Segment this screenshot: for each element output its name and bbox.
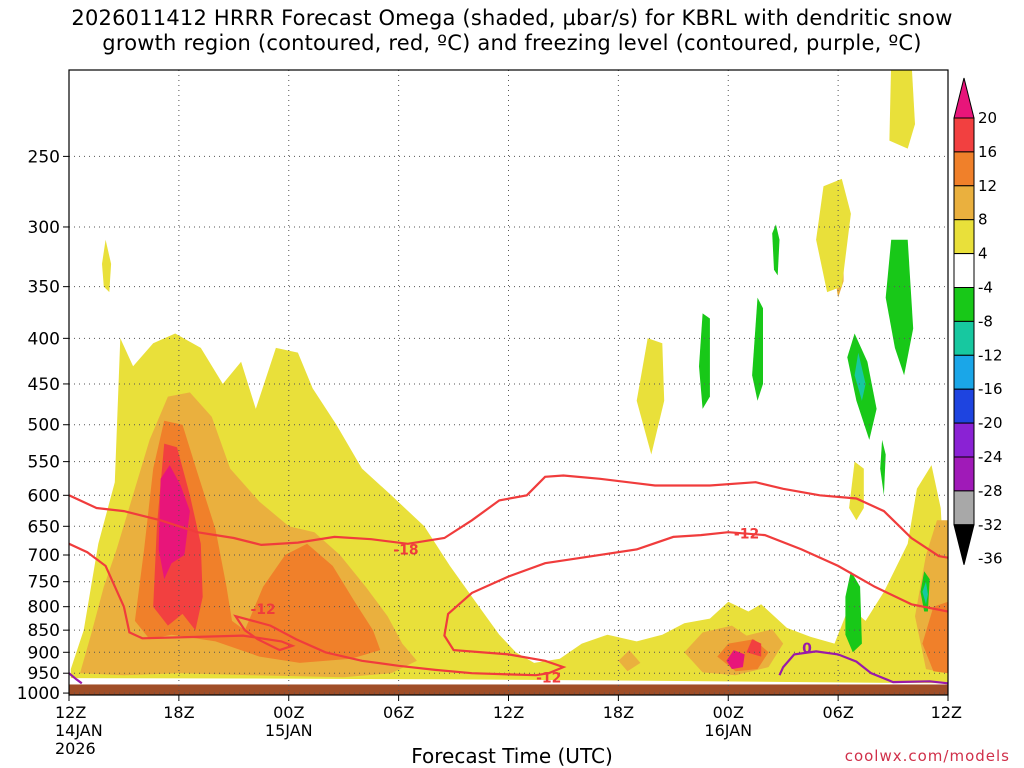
y-tick-label: 750 (28, 573, 60, 593)
omega-region-4-16 (889, 70, 915, 149)
colorbar-label: -28 (978, 482, 1003, 500)
colorbar-label: -8 (978, 312, 993, 330)
colorbar-swatch (953, 253, 975, 289)
colorbar-label: -20 (978, 414, 1003, 432)
colorbar-label: -12 (978, 346, 1003, 364)
y-tick-label: 450 (28, 375, 60, 395)
omega-region-4-13 (102, 239, 112, 293)
y-tick-label: 800 (28, 598, 60, 618)
colorbar-label: 4 (978, 245, 988, 263)
colorbar-swatch (953, 320, 975, 356)
y-tick-label: 550 (28, 453, 60, 473)
omega-region--4-21 (845, 571, 862, 653)
colorbar-swatch (953, 490, 975, 526)
omega-region-8-9 (618, 650, 641, 672)
colorbar-top-arrow (953, 77, 975, 119)
chart-title-line2: growth region (contoured, red, ºC) and f… (102, 31, 922, 55)
y-tick-label: 850 (28, 621, 60, 641)
omega-region-20-4 (158, 465, 190, 580)
dgz-contour-label: -12 (536, 670, 561, 686)
y-tick-label: 700 (28, 546, 60, 566)
x-tick-label: 12Z (55, 703, 86, 722)
colorbar-label: 16 (978, 143, 997, 161)
colorbar-label: -24 (978, 448, 1003, 466)
omega-region--4-18 (885, 239, 914, 376)
y-tick-label: 250 (28, 147, 60, 167)
dgz-contour-label: -12 (250, 602, 275, 618)
colorbar-swatch (953, 151, 975, 187)
omega-region--4-22 (699, 313, 710, 409)
colorbar-swatch (953, 117, 975, 153)
dgz-contour--18 (69, 474, 948, 559)
dgz-contour-label: -12 (734, 526, 759, 542)
colorbar-swatch (953, 456, 975, 492)
x-tick-date: 16JAN (704, 721, 752, 740)
x-tick-year: 2026 (55, 739, 96, 758)
y-tick-label: 600 (28, 486, 60, 506)
omega-region--4-24 (772, 224, 780, 276)
x-tick-date: 14JAN (55, 721, 103, 740)
x-tick-label: 06Z (822, 703, 853, 722)
colorbar-label: -16 (978, 380, 1003, 398)
x-tick-date: 15JAN (265, 721, 313, 740)
chart-title: 2026011412 HRRR Forecast Omega (shaded, … (0, 6, 1024, 56)
y-tick-label: 400 (28, 329, 60, 349)
x-tick-label: 18Z (163, 703, 194, 722)
omega-region--8-27 (922, 581, 928, 605)
colorbar-swatch (953, 354, 975, 390)
colorbar-bottom-arrow (953, 524, 975, 565)
x-tick-label: 12Z (931, 703, 962, 722)
omega-region-12-11 (922, 601, 948, 674)
y-tick-label: 500 (28, 416, 60, 436)
colorbar-swatch (953, 287, 975, 322)
x-axis-title: Forecast Time (UTC) (411, 744, 613, 768)
colorbar-swatch (953, 185, 975, 221)
omega-region-16-7 (746, 639, 762, 657)
freezing-contour (778, 650, 948, 685)
freezing-contour (69, 672, 83, 685)
colorbar-swatch (953, 388, 975, 424)
colorbar-label: -36 (978, 550, 1003, 568)
y-tick-label: 1000 (17, 684, 60, 704)
omega-region--4-25 (880, 439, 886, 496)
freezing-contour-label: 0 (802, 641, 812, 657)
x-tick-label: 00Z (713, 703, 744, 722)
chart-title-line1: 2026011412 HRRR Forecast Omega (shaded, … (71, 6, 953, 30)
x-tick-label: 12Z (493, 703, 524, 722)
colorbar-label: -4 (978, 279, 993, 297)
colorbar-label: 8 (978, 211, 988, 229)
omega-region-20-8 (726, 650, 745, 670)
colorbar-swatch (953, 219, 975, 255)
omega-region--8-20 (854, 352, 866, 401)
omega-region-4-14 (636, 338, 665, 455)
x-tick-label: 18Z (603, 703, 634, 722)
y-tick-label: 650 (28, 517, 60, 537)
colorbar-label: 20 (978, 109, 997, 127)
omega-region--4-23 (752, 297, 763, 401)
x-tick-label: 06Z (383, 703, 414, 722)
colorbar-label: -32 (978, 516, 1003, 534)
omega-region-4-15 (816, 178, 851, 293)
y-tick-label: 900 (28, 643, 60, 663)
y-tick-label: 950 (28, 664, 60, 684)
dgz-contour-label: -18 (393, 542, 418, 558)
y-tick-label: 350 (28, 278, 60, 298)
ground-surface (69, 684, 948, 695)
colorbar-swatch (953, 422, 975, 458)
colorbar-label: 12 (978, 177, 997, 195)
x-tick-label: 00Z (273, 703, 304, 722)
omega-region-4-17 (849, 461, 864, 521)
dgz-contour--12 (69, 531, 948, 677)
credit-link[interactable]: coolwx.com/models (844, 747, 1010, 765)
y-tick-label: 300 (28, 218, 60, 238)
